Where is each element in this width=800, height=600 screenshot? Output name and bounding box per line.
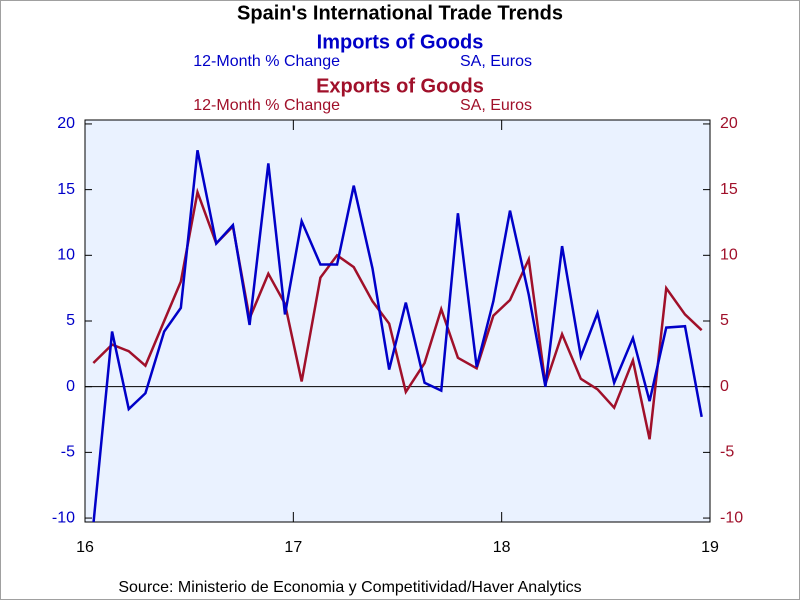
y2-tick-label: -5: [720, 444, 734, 461]
series-title: Exports of Goods: [316, 75, 484, 97]
y-tick-label: 0: [66, 378, 75, 395]
y2-tick-label: 10: [720, 247, 738, 264]
y-tick-label: 5: [66, 312, 75, 329]
chart-title: Spain's International Trade Trends: [237, 2, 563, 24]
y2-tick-label: 15: [720, 181, 738, 198]
y2-tick-label: 0: [720, 378, 729, 395]
y2-tick-label: 5: [720, 312, 729, 329]
series-subtitle: 12-Month % Change: [193, 97, 340, 114]
y-tick-label: 15: [57, 181, 75, 198]
y-tick-label: -10: [52, 509, 75, 526]
x-tick-label: 16: [76, 539, 94, 556]
series-title: Imports of Goods: [317, 31, 484, 53]
series-line: [92, 187, 703, 440]
y2-tick-label: 20: [720, 115, 738, 132]
series-subtitle: 12-Month % Change: [193, 53, 340, 70]
y-tick-label: 10: [57, 247, 75, 264]
plot-area: [84, 119, 711, 523]
series-subtitle: SA, Euros: [460, 53, 532, 70]
y-tick-label: 20: [57, 115, 75, 132]
y2-tick-label: -10: [720, 509, 743, 526]
series-line: [92, 149, 703, 522]
source-note: Source: Ministerio de Economia y Competi…: [118, 579, 581, 596]
x-tick-label: 18: [493, 539, 511, 556]
y-tick-label: -5: [61, 444, 75, 461]
x-tick-label: 17: [284, 539, 302, 556]
series-subtitle: SA, Euros: [460, 97, 532, 114]
x-tick-label: 19: [701, 539, 719, 556]
